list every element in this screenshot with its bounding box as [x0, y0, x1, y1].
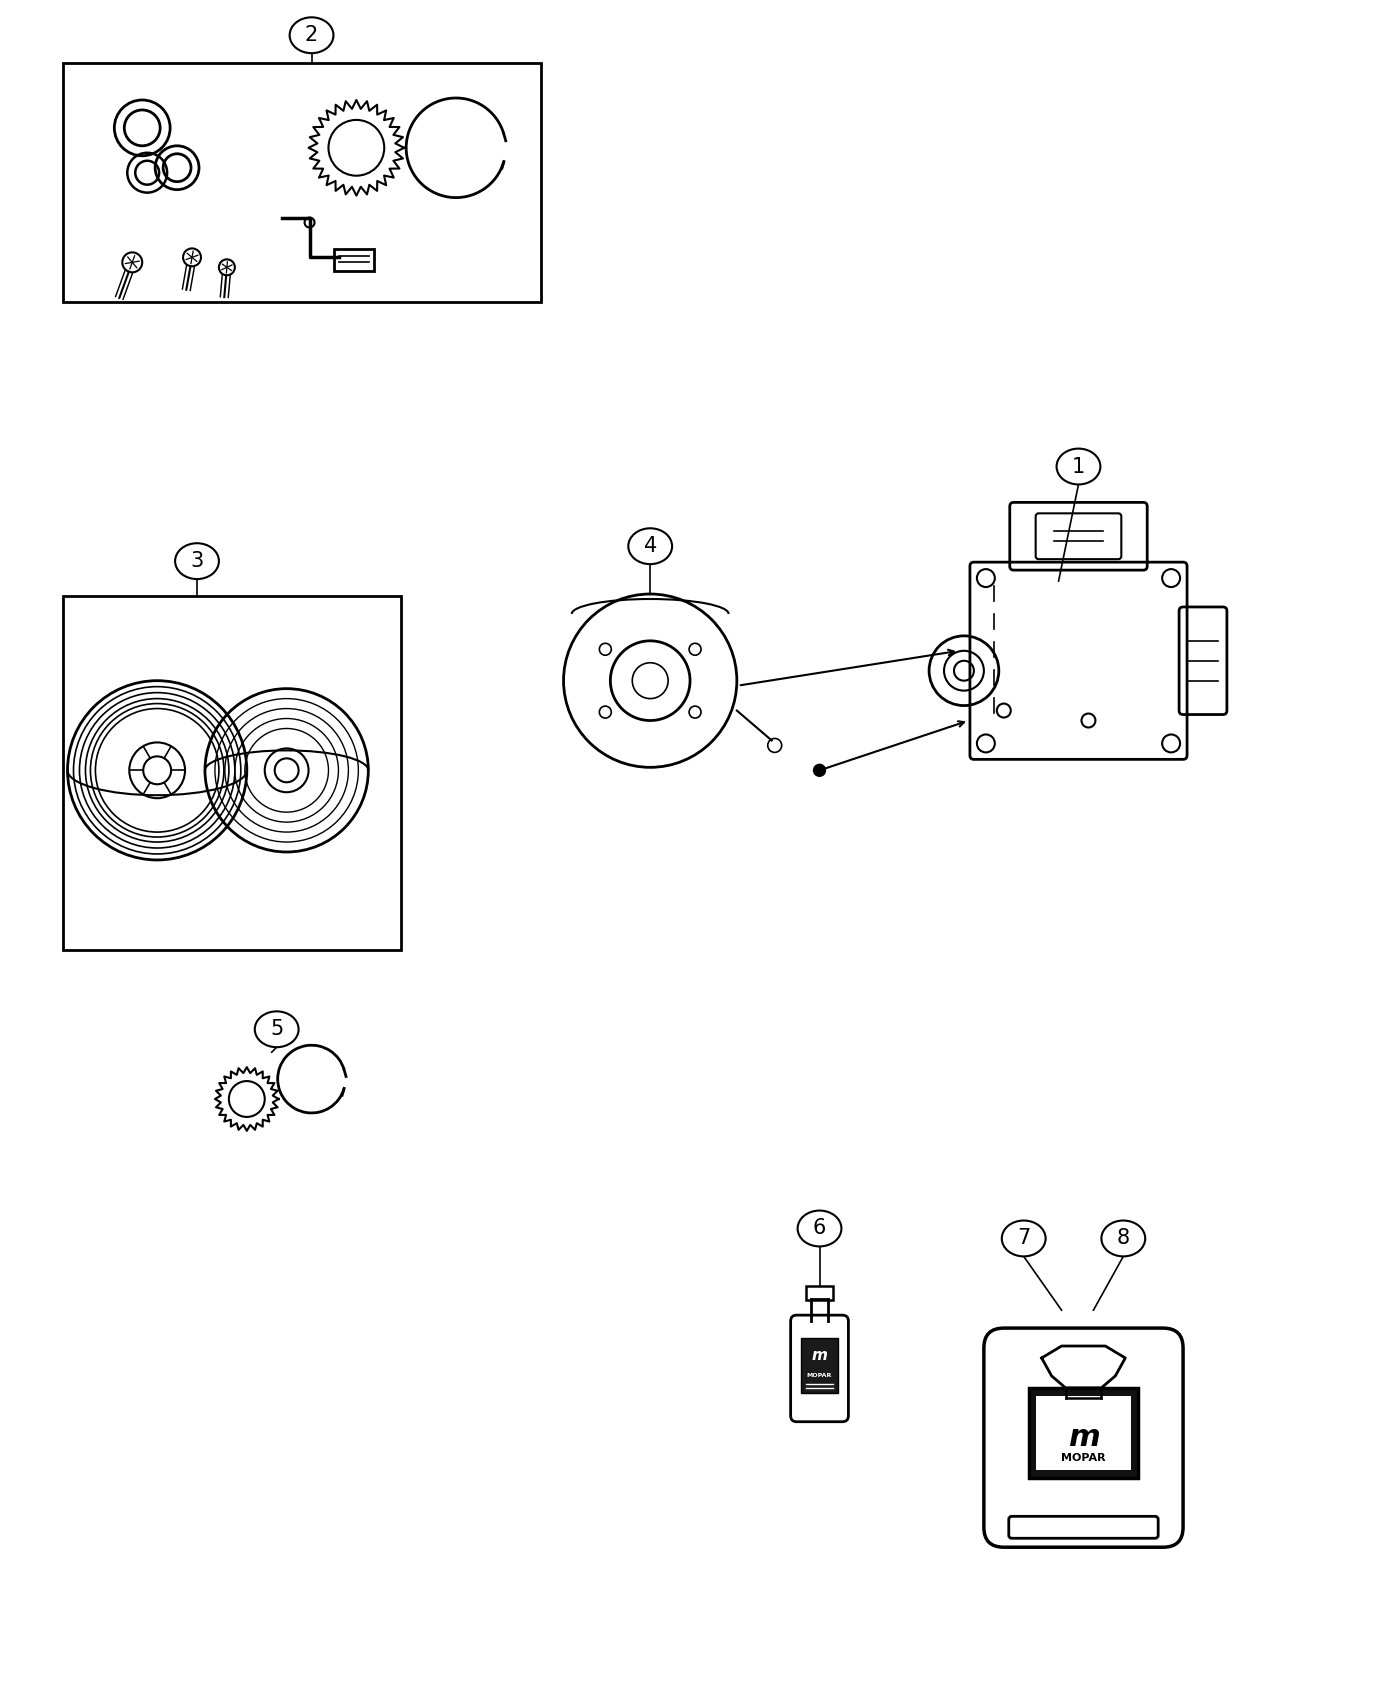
- Bar: [63, 63, 540, 303]
- Ellipse shape: [175, 544, 218, 580]
- Ellipse shape: [255, 1012, 298, 1047]
- Ellipse shape: [290, 17, 333, 53]
- Text: 2: 2: [305, 26, 318, 46]
- FancyBboxPatch shape: [791, 1316, 848, 1421]
- Bar: [1036, 1396, 1131, 1469]
- Ellipse shape: [1057, 449, 1100, 484]
- Text: 7: 7: [1016, 1229, 1030, 1248]
- Text: MOPAR: MOPAR: [806, 1374, 832, 1379]
- Text: m: m: [812, 1348, 827, 1363]
- Text: 8: 8: [1117, 1229, 1130, 1248]
- Bar: [801, 1338, 839, 1392]
- Text: 6: 6: [813, 1219, 826, 1239]
- Text: 1: 1: [1072, 457, 1085, 476]
- Bar: [1029, 1387, 1138, 1477]
- Circle shape: [813, 765, 826, 777]
- FancyBboxPatch shape: [984, 1328, 1183, 1547]
- Text: m: m: [1068, 1423, 1099, 1452]
- Bar: [63, 597, 402, 950]
- Bar: [335, 250, 374, 272]
- Text: 3: 3: [190, 551, 203, 571]
- Ellipse shape: [798, 1210, 841, 1246]
- Text: 4: 4: [644, 536, 657, 556]
- Bar: [805, 1287, 833, 1300]
- Bar: [1029, 1387, 1138, 1477]
- Ellipse shape: [1002, 1221, 1046, 1256]
- Ellipse shape: [1102, 1221, 1145, 1256]
- Text: MOPAR: MOPAR: [1061, 1452, 1106, 1462]
- Ellipse shape: [629, 529, 672, 564]
- Text: 5: 5: [270, 1020, 283, 1039]
